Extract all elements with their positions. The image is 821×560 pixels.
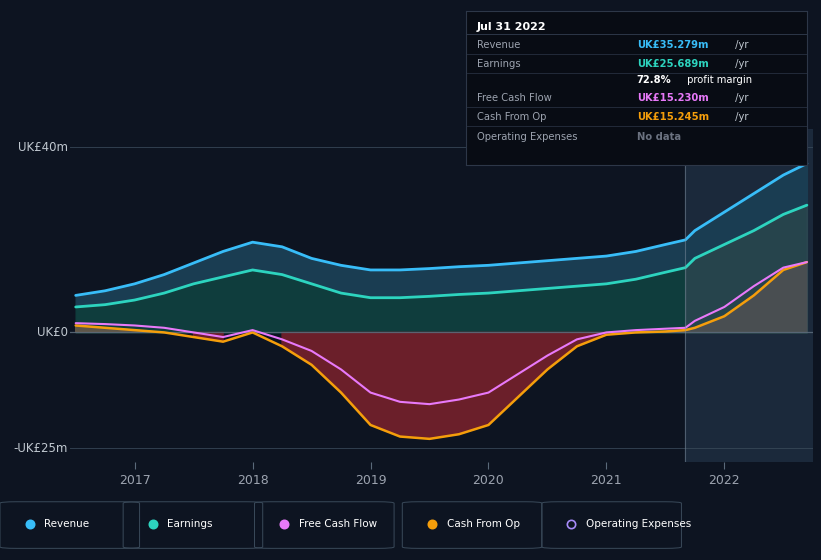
Text: Earnings: Earnings (167, 519, 213, 529)
Text: Revenue: Revenue (476, 40, 520, 50)
Text: /yr: /yr (732, 40, 749, 50)
Text: UK£25.689m: UK£25.689m (637, 59, 709, 69)
Text: Earnings: Earnings (476, 59, 521, 69)
Text: UK£35.279m: UK£35.279m (637, 40, 709, 50)
Text: /yr: /yr (732, 111, 749, 122)
Text: profit margin: profit margin (685, 74, 753, 85)
Text: Free Cash Flow: Free Cash Flow (299, 519, 377, 529)
Text: Cash From Op: Cash From Op (447, 519, 520, 529)
Bar (686, 129, 813, 462)
Text: Jul 31 2022: Jul 31 2022 (476, 22, 546, 32)
Text: /yr: /yr (732, 59, 749, 69)
Text: UK£15.245m: UK£15.245m (637, 111, 709, 122)
Text: Free Cash Flow: Free Cash Flow (476, 93, 551, 103)
Text: Operating Expenses: Operating Expenses (586, 519, 691, 529)
Text: Operating Expenses: Operating Expenses (476, 132, 577, 142)
Text: UK£40m: UK£40m (18, 141, 68, 154)
Text: No data: No data (637, 132, 681, 142)
Text: Cash From Op: Cash From Op (476, 111, 546, 122)
Text: -UK£25m: -UK£25m (14, 442, 68, 455)
Text: UK£0: UK£0 (37, 326, 68, 339)
Text: 72.8%: 72.8% (637, 74, 672, 85)
Text: Revenue: Revenue (44, 519, 89, 529)
Text: UK£15.230m: UK£15.230m (637, 93, 709, 103)
Text: /yr: /yr (732, 93, 749, 103)
